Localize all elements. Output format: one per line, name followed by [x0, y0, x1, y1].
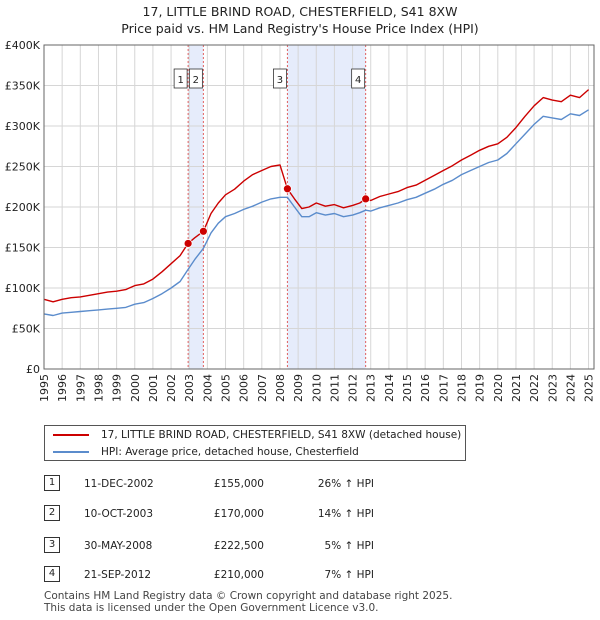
x-tick-label: 2004	[201, 374, 214, 402]
x-tick-label: 2013	[365, 374, 378, 402]
legend-swatch-property	[53, 434, 89, 436]
x-tick-label: 2024	[564, 374, 577, 402]
sale-price: £222,500	[213, 540, 264, 552]
x-tick-label: 2007	[256, 374, 269, 402]
footer-attribution: Contains HM Land Registry data © Crown c…	[44, 590, 452, 614]
sale-label-number: 4	[355, 75, 361, 86]
table-row: 3 30-MAY-2008 £222,500 5% ↑ HPI	[44, 537, 484, 555]
x-tick-label: 1997	[74, 374, 87, 402]
sale-marker-badge: 4	[44, 566, 60, 582]
sale-label-number: 3	[277, 75, 283, 86]
legend-label-property: 17, LITTLE BRIND ROAD, CHESTERFIELD, S41…	[101, 429, 462, 441]
sale-hpi-change: 26% ↑ HPI	[317, 478, 374, 490]
sale-hpi-change: 14% ↑ HPI	[317, 508, 374, 520]
x-tick-label: 2022	[528, 374, 541, 402]
x-tick-label: 2017	[437, 374, 450, 402]
x-tick-label: 1999	[111, 374, 124, 402]
x-tick-label: 2023	[546, 374, 559, 402]
sale-point	[361, 194, 371, 204]
sale-hpi-change: 5% ↑ HPI	[324, 540, 374, 552]
x-tick-label: 2001	[147, 374, 160, 402]
x-tick-label: 1995	[38, 374, 51, 402]
sale-label-box	[351, 68, 366, 89]
x-tick-label: 2002	[165, 374, 178, 402]
x-tick-label: 2009	[292, 374, 305, 402]
price-chart: £0 £50K £100K £150K £200K £250K £300K £350K £400…	[5, 39, 596, 402]
x-tick-label: 2016	[419, 374, 432, 402]
table-row: 1 11-DEC-2002 £155,000 26% ↑ HPI	[44, 475, 484, 493]
sale-point	[183, 239, 193, 248]
x-tick-label: 2003	[183, 374, 196, 402]
y-tick-label: £100K	[5, 282, 41, 295]
chart-legend: 17, LITTLE BRIND ROAD, CHESTERFIELD, S41…	[44, 425, 466, 461]
legend-item-property: 17, LITTLE BRIND ROAD, CHESTERFIELD, S41…	[45, 427, 465, 443]
sale-date: 11-DEC-2002	[84, 478, 154, 490]
x-tick-label: 2019	[474, 374, 487, 402]
sale-label-number: 2	[193, 75, 199, 86]
y-tick-label: £150K	[5, 242, 41, 255]
table-row: 2 10-OCT-2003 £170,000 14% ↑ HPI	[44, 505, 484, 523]
series-line-property	[43, 89, 590, 303]
y-tick-label: £200K	[5, 201, 41, 214]
legend-item-hpi: HPI: Average price, detached house, Ches…	[45, 444, 465, 460]
y-tick-label: £400K	[5, 39, 41, 52]
footer-license: This data is licensed under the Open Gov…	[44, 602, 379, 614]
sale-hpi-change: 7% ↑ HPI	[324, 569, 374, 581]
sale-date: 30-MAY-2008	[84, 540, 153, 552]
x-tick-label: 2012	[347, 374, 360, 402]
x-tick-label: 2008	[274, 374, 287, 402]
x-tick-label: 1996	[56, 374, 69, 402]
sale-price: £210,000	[213, 569, 264, 581]
chart-title-block: 17, LITTLE BRIND ROAD, CHESTERFIELD, S41…	[0, 3, 600, 37]
x-tick-label: 2021	[510, 374, 523, 402]
sale-point	[283, 184, 292, 194]
x-tick-label: 2015	[401, 374, 414, 402]
sale-marker-badge: 2	[44, 505, 60, 521]
x-tick-label: 2005	[220, 374, 233, 402]
sale-price: £170,000	[213, 508, 264, 520]
x-tick-label: 2018	[455, 374, 468, 402]
legend-swatch-hpi	[53, 451, 89, 453]
x-tick-label: 2014	[383, 374, 396, 402]
sale-label-box	[273, 68, 287, 89]
table-row: 4 21-SEP-2012 £210,000 7% ↑ HPI	[44, 566, 484, 584]
plot-frame	[43, 44, 595, 370]
sale-label-box	[173, 68, 188, 89]
sale-marker-badge: 1	[44, 475, 60, 491]
x-tick-label: 2025	[583, 374, 596, 402]
x-tick-label: 1998	[92, 374, 105, 402]
footer-copyright: Contains HM Land Registry data © Crown c…	[44, 590, 453, 602]
chart-subtitle: Price paid vs. HM Land Registry's House …	[121, 21, 479, 36]
y-tick-label: £0	[26, 363, 40, 376]
x-tick-label: 2010	[310, 374, 323, 402]
y-tick-label: £300K	[5, 120, 41, 133]
x-tick-label: 2006	[238, 374, 251, 402]
chart-title: 17, LITTLE BRIND ROAD, CHESTERFIELD, S41…	[142, 4, 458, 19]
sale-point	[198, 226, 208, 236]
sale-date: 21-SEP-2012	[84, 569, 152, 581]
sale-price: £155,000	[213, 478, 264, 490]
sale-marker-badge: 3	[44, 537, 60, 553]
x-tick-label: 2020	[492, 374, 505, 402]
y-tick-label: £50K	[12, 323, 41, 336]
series-line-hpi	[43, 109, 589, 317]
x-tick-label: 2011	[328, 374, 341, 402]
sale-date: 10-OCT-2003	[84, 508, 153, 520]
sale-label-box	[188, 68, 203, 89]
x-tick-label: 2000	[129, 374, 142, 402]
legend-label-hpi: HPI: Average price, detached house, Ches…	[101, 446, 359, 458]
sale-label-number: 1	[177, 75, 183, 86]
y-tick-label: £250K	[5, 161, 41, 174]
y-tick-label: £350K	[5, 80, 41, 93]
